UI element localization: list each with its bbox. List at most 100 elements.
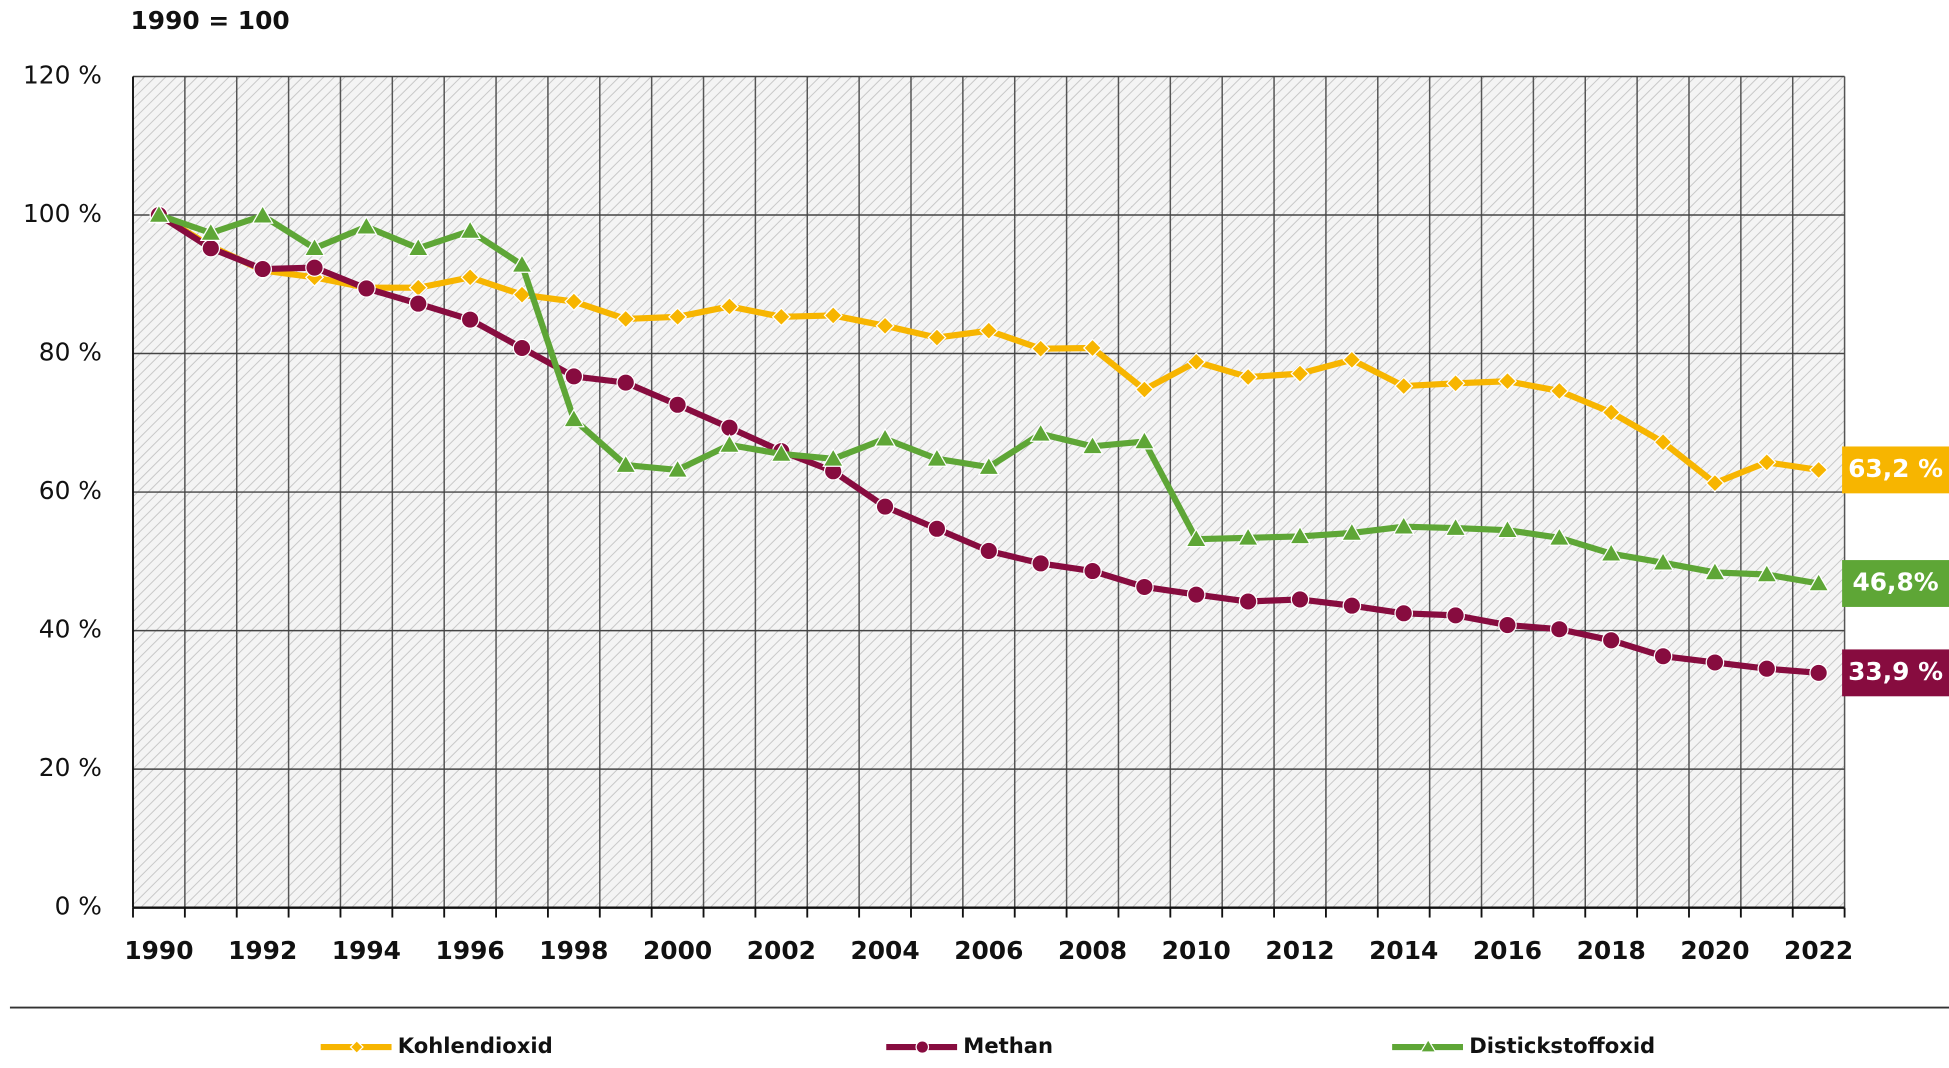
marker [512,338,532,358]
marker [1342,350,1362,370]
x-tick-label: 2004 [850,936,919,965]
marker [1497,371,1518,391]
marker [1238,367,1258,387]
marker [718,433,741,453]
x-tick-label: 1996 [436,936,505,965]
marker [668,395,687,415]
marker [1394,604,1414,623]
y-tick-label: 20 % [39,753,102,782]
marker [407,237,430,257]
marker [1550,619,1569,639]
x-tick-label: 1994 [332,936,401,965]
marker [875,497,895,516]
y-tick-label: 40 % [39,615,102,644]
marker [305,258,324,277]
marker [1755,563,1778,583]
marker [915,1040,930,1054]
x-tick-label: 2014 [1369,936,1438,965]
marker [1081,435,1104,455]
x-tick-label: 1992 [228,936,297,965]
x-tick-label: 2008 [1058,936,1127,965]
marker [1186,585,1206,604]
y-tick-label: 100 % [23,199,102,228]
marker [770,442,793,462]
marker [199,221,222,242]
marker [977,456,1000,476]
x-tick-label: 2020 [1680,936,1749,965]
marker [1601,402,1621,422]
marker [460,267,480,287]
x-tick-label: 2002 [747,936,816,965]
x-tick-label: 1998 [539,936,608,965]
marker [925,447,948,467]
marker [1757,659,1777,678]
marker [1392,515,1415,535]
legend-label: Distickstoffoxid [1469,1033,1655,1058]
marker [720,418,739,437]
x-tick-label: 2006 [954,936,1023,965]
marker [1652,551,1675,571]
marker [408,294,428,313]
marker [1340,521,1363,541]
marker [1446,606,1465,625]
y-tick-label: 120 % [23,61,102,90]
marker [668,307,688,327]
marker [355,215,378,235]
marker [1446,373,1466,393]
x-tick-label: 2016 [1473,936,1542,965]
marker [616,309,636,329]
marker [1653,646,1673,666]
marker [1601,631,1621,650]
marker [562,408,585,428]
marker [147,203,170,224]
marker [510,253,534,273]
marker [1705,473,1725,493]
marker [1394,376,1414,396]
marker [1082,338,1103,358]
x-tick-label: 2010 [1162,936,1231,965]
marker [1083,561,1102,581]
marker [201,238,221,258]
chart-subtitle: 1990 = 100 [131,6,290,35]
marker [1705,653,1725,672]
marker [1031,554,1050,573]
marker [253,259,272,279]
end-label-box [1842,560,1949,607]
marker [1419,1038,1437,1053]
x-tick-label: 2000 [643,936,712,965]
marker [1548,526,1571,546]
marker [460,310,480,329]
marker [1186,352,1206,372]
marker [1444,516,1467,537]
legend-label: Kohlendioxid [398,1033,553,1058]
marker [1185,528,1208,548]
x-tick-label: 2018 [1577,936,1646,965]
y-tick-label: 80 % [39,338,102,367]
marker [1288,525,1312,545]
marker [1498,615,1517,635]
y-tick-label: 60 % [39,476,102,505]
end-label: 63,2 % [1848,454,1943,483]
end-label-box [1842,446,1949,494]
marker [614,453,637,474]
marker [771,307,791,327]
marker [874,427,897,447]
marker [1134,380,1154,400]
marker [1133,430,1156,450]
marker [1549,381,1569,401]
marker [564,292,584,312]
marker [927,328,947,348]
marker [1496,519,1519,539]
marker [979,541,999,561]
marker [823,305,843,325]
marker [303,237,326,257]
marker [459,219,482,239]
marker [1809,663,1828,683]
marker [357,279,376,298]
marker [979,321,999,341]
marker [1031,339,1051,359]
marker [1807,572,1830,592]
marker [1237,526,1260,546]
marker [1290,590,1310,609]
